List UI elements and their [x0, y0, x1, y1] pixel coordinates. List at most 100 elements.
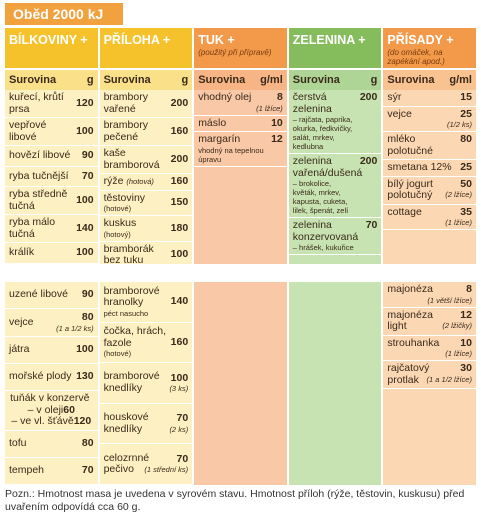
ingredient-row: zelenina vařená/dušená – brokolice, květá…	[288, 154, 382, 218]
ingredient-name: těstoviny	[103, 191, 146, 204]
ingredient-name: margarín	[198, 133, 241, 145]
ingredient: ryba tučnější	[9, 169, 82, 183]
subheader-unit: g	[370, 74, 378, 86]
amount-cell: 140	[76, 222, 94, 235]
ingredient-detail: vhodný na tepelnou úpravu	[198, 145, 264, 164]
ingredient-row: smetana 12% 25	[383, 160, 476, 177]
amount-cell: 150	[171, 196, 189, 209]
ingredient-row: bramborové knedlíky 100 (3 ks)	[99, 363, 193, 404]
amount: 100	[170, 248, 189, 261]
ingredient-name: kaše bramborová	[103, 147, 160, 171]
amount: 25	[460, 107, 472, 120]
amount-cell: 200	[359, 91, 378, 151]
ingredient: čerstvá zelenina – rajčata, paprika, okur…	[293, 91, 360, 151]
amount: 12	[271, 133, 283, 145]
ingredient: cottage	[387, 206, 445, 228]
amount: 10	[271, 116, 283, 129]
amount-cell: 180	[170, 221, 189, 235]
amount-cell: 30 (1 a 1/2 lžíce)	[427, 362, 472, 386]
ingredient-name: houskové knedlíky	[103, 411, 149, 435]
subheader-unit: g	[181, 74, 189, 86]
ingredient-row: těstoviny (hotové) 150	[99, 191, 193, 216]
ingredient-row: vejce 25 (1/2 ks)	[383, 107, 476, 132]
footnote: Pozn.: Hmotnost masa je uvedena v syrové…	[5, 488, 465, 513]
ingredient-name: vejce	[387, 107, 412, 120]
amount-cell: 80	[460, 133, 472, 157]
ingredient-name: zelenina vařená/dušená	[292, 155, 363, 179]
ingredient-name: kuskus	[103, 217, 137, 229]
amount-cell: 12	[271, 133, 283, 164]
amount-cell: 70	[366, 219, 378, 252]
ingredient: ryba středně tučná	[9, 189, 76, 212]
amount-cell: 160	[170, 335, 189, 349]
column: PŘÍSADY + (do omáček, na zapékání apod.) S…	[383, 28, 476, 485]
subheader: Surovina g	[5, 70, 98, 90]
ingredient-name: rýže	[103, 175, 124, 187]
ingredient: těstoviny (hotové)	[103, 191, 171, 213]
section-lower: bramborové hranolky péct nasucho 140 čočka,…	[99, 282, 193, 485]
ingredient: smetana 12%	[387, 161, 460, 174]
amount-cell: 100	[76, 194, 94, 207]
ingredient-row: strouhanka 10 (1 lžíce)	[383, 336, 476, 361]
amount: 30	[460, 362, 472, 374]
section-gap	[194, 264, 287, 282]
amount-cell: 100	[171, 249, 189, 261]
amount-note: (3 ks)	[169, 384, 189, 394]
ingredient-row: vhodný olej 8 (1 lžíce)	[194, 90, 287, 116]
subheader-name: Surovina	[103, 74, 151, 86]
ingredient: mléko polotučné	[387, 133, 460, 157]
amount: 160	[170, 335, 189, 348]
amount-cell: 120	[76, 97, 94, 110]
amount: 200	[359, 91, 378, 103]
column-note: (do omáček, na zapékání apod.)	[387, 48, 445, 66]
ingredient-name: zelenina konzervovaná	[292, 219, 359, 243]
subheader-unit: g/ml	[449, 74, 472, 86]
amount-cell: 80 (1 a 1/2 ks)	[56, 311, 94, 332]
ingredient-name: sýr	[387, 91, 402, 103]
ingredient-name: ryba tučnější	[9, 169, 69, 182]
ingredient-detail: (hotové)	[103, 204, 132, 213]
ingredient-row: rýže (hotová) 160	[99, 174, 193, 191]
column-title: PŘÍLOHA +	[103, 33, 171, 47]
subheader-unit: g/ml	[260, 74, 283, 86]
ingredient: vepřové libové	[9, 119, 76, 143]
ingredient-detail: – hrášek, kukuřice	[292, 243, 354, 252]
ingredient-row: margarín vhodný na tepelnou úpravu 12	[194, 132, 287, 167]
ingredient-row: tofu 80	[5, 431, 98, 458]
ingredient: bílý jogurt polotučný	[387, 178, 445, 202]
ingredient-name: vhodný olej	[198, 91, 252, 103]
amount-cell: 100	[76, 343, 94, 356]
amount: 15	[460, 91, 472, 103]
column-title: BÍLKOVINY +	[9, 33, 88, 47]
amount: 180	[170, 221, 189, 234]
ingredient: brambory vařené	[104, 91, 171, 115]
ingredient: bramborové knedlíky	[104, 371, 170, 394]
ingredient-row: játra 100	[5, 337, 98, 364]
ingredient: bramborové hranolky péct nasucho	[103, 285, 171, 318]
ingredient-row: tuňák v konzervě – v oleji 60– ve vl. šťáv…	[5, 391, 98, 431]
ingredient: brambory pečené	[104, 119, 171, 143]
ingredient-name: vepřové libové	[9, 119, 47, 143]
ingredient: tempeh	[9, 464, 82, 477]
section-lower	[288, 282, 382, 485]
column-header: PŘÍLOHA +	[99, 28, 193, 68]
ingredient-row: rajčatový protlak 30 (1 a 1/2 lžíce)	[383, 361, 476, 389]
column-header: BÍLKOVINY +	[5, 28, 98, 68]
ingredient-name: uzené libové	[9, 288, 68, 301]
amount: 100	[76, 124, 94, 137]
ingredient-name: mléko polotučné	[387, 133, 433, 157]
amount-cell: 70	[82, 464, 94, 477]
amount-note: (1 lžíce)	[256, 103, 283, 113]
subheader-name: Surovina	[292, 74, 340, 86]
amount: 8	[276, 91, 283, 103]
ingredient-row: bílý jogurt polotučný 50 (2 lžíce)	[383, 177, 476, 205]
ingredient: sýr	[387, 91, 460, 104]
amount-note: (2 lžičky)	[442, 321, 472, 330]
ingredient-row: kaše bramborová 200	[99, 146, 193, 174]
ingredient-row: králík 100	[5, 243, 98, 265]
ingredient-name: ryba málo tučná	[9, 216, 56, 240]
section-upper: kuřecí, krůtí prsa 120 vepřové libové 100 ho…	[5, 90, 98, 265]
ingredient-row: zelenina konzervovaná – hrášek, kukuřice 7…	[288, 218, 382, 255]
ingredient-detail: péct nasucho	[103, 308, 149, 318]
